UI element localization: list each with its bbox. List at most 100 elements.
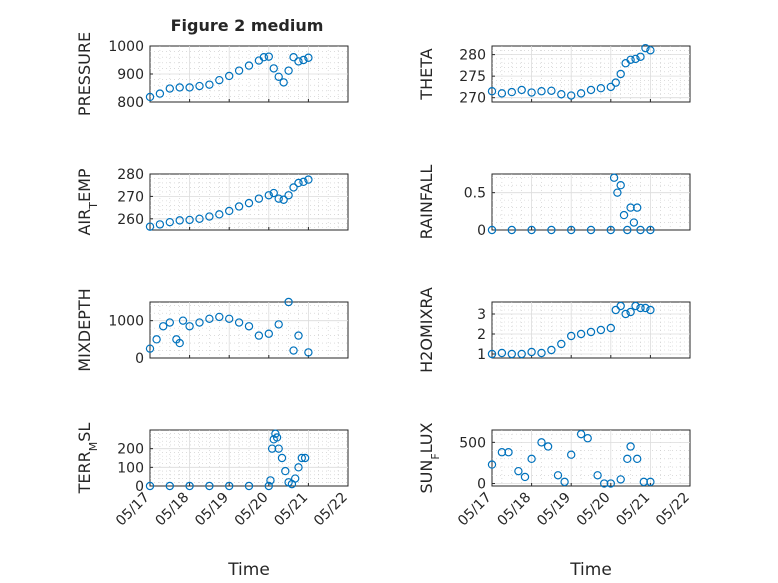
subplot-pressure: 800 900 1000 PRESSURE Figure 2 medium	[75, 16, 349, 116]
x-tick-label: 05/22	[653, 490, 693, 530]
data-point	[244, 481, 254, 491]
y-tick-label: 900	[117, 67, 144, 83]
data-point	[547, 225, 556, 235]
data-point	[175, 83, 184, 92]
data-point	[517, 349, 526, 359]
data-point	[641, 43, 650, 53]
y-tick-label: 1000	[108, 314, 144, 330]
data-point	[297, 453, 306, 463]
data-point	[284, 191, 293, 200]
x-tick-label: 05/19	[192, 490, 232, 530]
data-point	[215, 312, 224, 322]
data-point	[294, 57, 303, 66]
y-tick-label: 280	[459, 48, 486, 64]
y-tick-label: 500	[459, 435, 486, 451]
data-series	[145, 429, 310, 491]
data-point	[606, 82, 616, 92]
grid	[492, 430, 690, 486]
data-point	[304, 53, 313, 62]
data-point	[145, 481, 155, 491]
data-point	[271, 429, 280, 438]
data-point	[567, 450, 576, 459]
data-point	[626, 307, 635, 317]
data-point	[504, 448, 513, 457]
data-point	[277, 453, 287, 463]
data-point	[294, 178, 303, 188]
data-point	[244, 61, 254, 70]
data-point	[636, 303, 645, 313]
x-tick-label: 05/17	[113, 490, 153, 530]
data-point	[145, 92, 155, 102]
data-point	[215, 75, 224, 85]
data-point	[636, 52, 645, 61]
data-point	[606, 479, 616, 488]
data-point	[567, 91, 576, 100]
data-point	[520, 472, 530, 482]
data-point	[537, 438, 546, 447]
data-series	[487, 173, 655, 235]
grid	[150, 430, 348, 486]
data-point	[185, 215, 194, 225]
data-point	[185, 322, 194, 331]
y-tick-label: 0	[477, 223, 486, 239]
data-point	[224, 206, 234, 216]
data-series	[487, 301, 655, 359]
y-axis-label: PRESSURE	[75, 32, 94, 116]
data-point	[507, 87, 516, 97]
data-point	[613, 188, 622, 197]
data-point	[264, 481, 273, 491]
data-point	[487, 460, 497, 469]
y-tick-label: 260	[117, 212, 144, 228]
data-point	[576, 429, 586, 439]
data-point	[606, 225, 616, 235]
data-series	[145, 52, 313, 102]
data-point	[264, 52, 273, 61]
data-point	[641, 303, 650, 313]
data-point	[205, 481, 214, 491]
data-point	[576, 329, 586, 339]
data-point	[165, 217, 174, 227]
data-series	[145, 175, 313, 231]
y-axis-label: SUNFLUX	[417, 422, 442, 493]
data-point	[224, 71, 234, 81]
data-point	[279, 195, 288, 204]
subplot-terr-msl: 0 100 200 05/17 05/18 05/19 05/20 05/21 05/22 TER…	[75, 423, 351, 580]
subplot-h2omixra: 1 2 3 H2OMIXRA	[417, 287, 691, 373]
data-point	[195, 81, 204, 91]
data-point	[646, 305, 655, 315]
data-point	[586, 85, 596, 95]
data-point	[586, 225, 596, 235]
data-point	[576, 89, 586, 98]
data-point	[279, 78, 288, 87]
data-point	[259, 53, 269, 62]
data-point	[289, 183, 298, 192]
data-point	[497, 348, 507, 358]
data-point	[633, 203, 642, 212]
data-point	[557, 90, 566, 99]
data-point	[611, 305, 620, 315]
data-point	[527, 88, 536, 97]
subplot-theta: 270 275 280 THETA	[417, 43, 691, 107]
data-point	[304, 348, 313, 357]
data-point	[269, 64, 278, 73]
data-point	[487, 87, 497, 96]
y-tick-label: 280	[117, 167, 144, 183]
data-point	[274, 72, 283, 82]
y-tick-label: 800	[117, 95, 144, 111]
data-point	[175, 338, 184, 348]
data-point	[281, 466, 290, 476]
y-tick-label: 0	[477, 477, 486, 493]
data-point	[623, 454, 632, 464]
x-tick-label: 05/18	[153, 490, 193, 530]
x-axis-label: Time	[227, 560, 270, 580]
y-tick-label: 0	[135, 479, 144, 495]
data-point	[234, 66, 244, 75]
data-point	[205, 80, 214, 89]
data-point	[195, 214, 204, 223]
x-tick-label: 05/17	[455, 490, 495, 530]
subplot-air-temp: 260 270 280 AIRTEMP	[75, 167, 349, 236]
data-point	[185, 83, 194, 92]
data-point	[623, 225, 632, 235]
data-point	[631, 301, 640, 311]
